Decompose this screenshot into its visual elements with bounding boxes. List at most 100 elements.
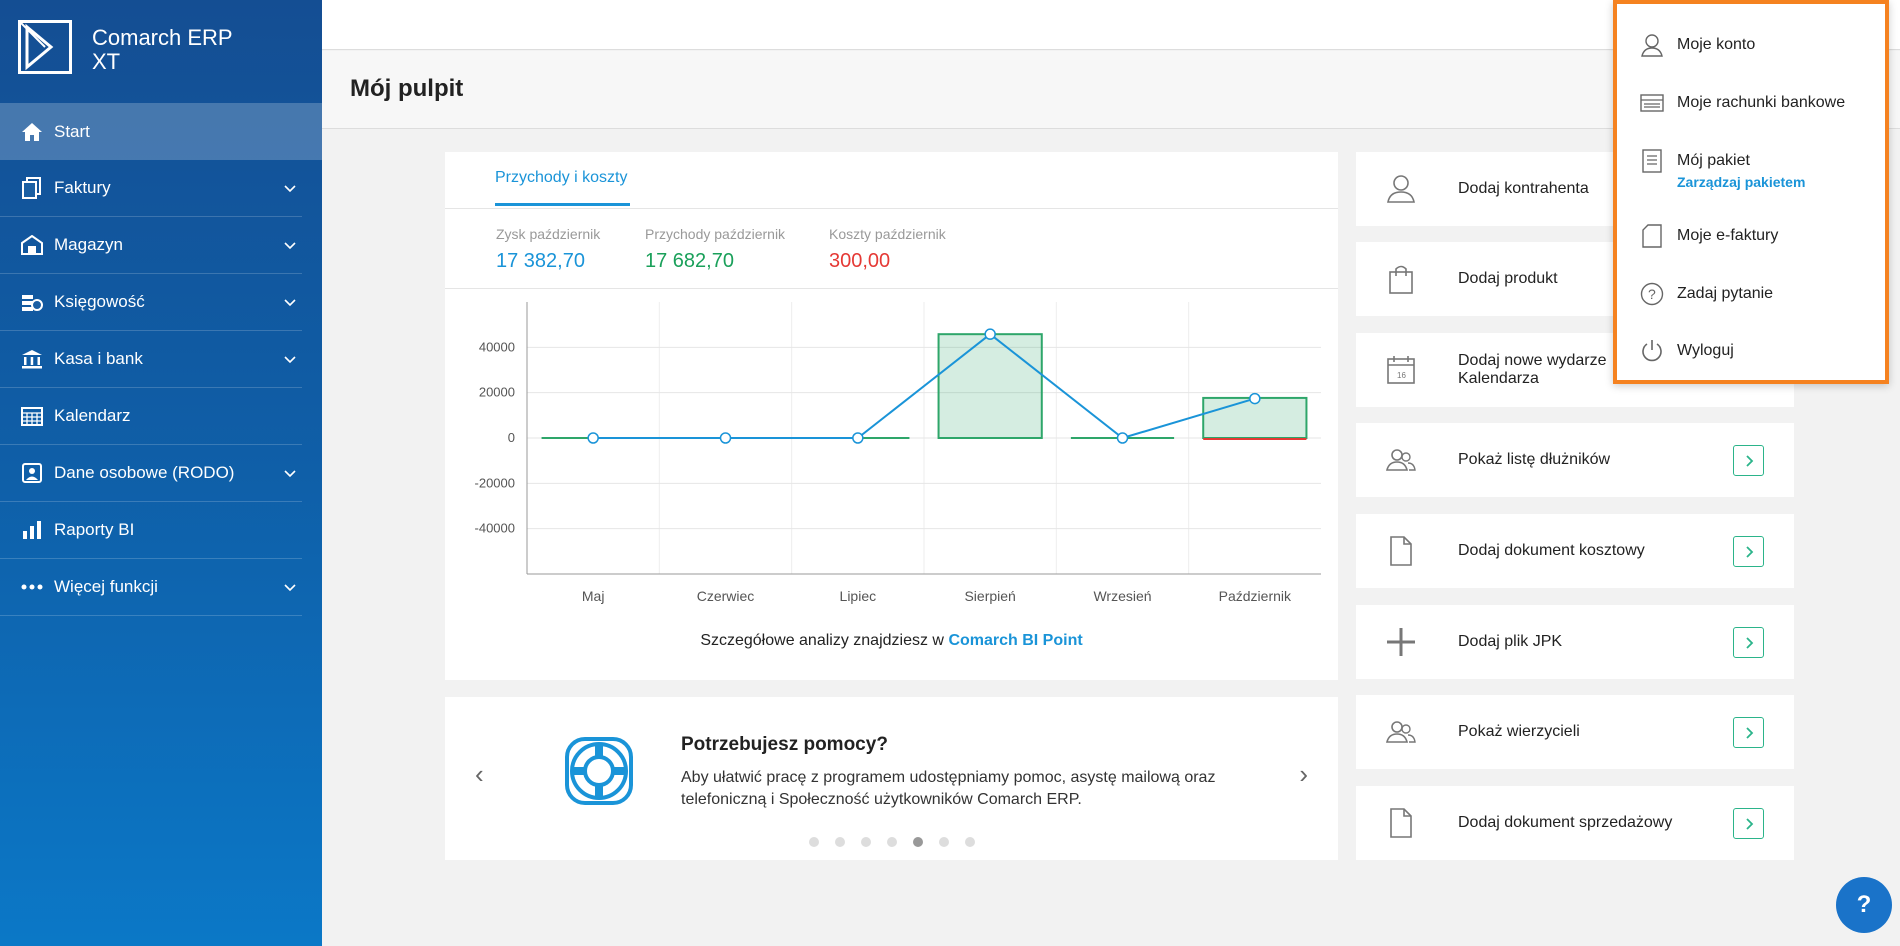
chevron-down-icon [284,242,296,250]
quick-action-label-line2: Kalendarza [1458,370,1539,387]
invoices-icon [20,176,44,200]
carousel-dot[interactable] [886,837,897,847]
plus-icon [1387,628,1415,656]
sidebar-item-raporty-bi[interactable]: Raporty BI [0,502,302,559]
menu-item-my-package[interactable]: Mój pakiet Zarządzaj pakietem [1639,148,1805,190]
sidebar-item-ksiegowosc[interactable]: Księgowość [0,274,302,331]
help-carousel: ‹ Potrzebujesz pomocy? Aby ułatwić pracę… [445,697,1338,860]
bi-note: Szczegółowe analizy znajdziesz w Comarch… [445,632,1338,650]
profit-point [1249,392,1261,405]
quick-action-label: Pokaż wierzycieli [1458,723,1580,740]
sidebar-item-kalendarz[interactable]: Kalendarz [0,388,302,445]
app-logo[interactable]: Comarch ERP XT [18,20,233,74]
sidebar-item-label: Kalendarz [54,406,131,425]
carousel-dot[interactable] [964,837,975,847]
chevron-down-icon [284,356,296,364]
warehouse-icon [20,233,44,257]
x-tick-label: Październik [1219,588,1292,604]
document-icon [1390,808,1412,838]
sidebar-item-label: Faktury [54,178,111,197]
menu-item-label: Moje rachunki bankowe [1677,94,1846,111]
calendar-icon [20,404,44,428]
power-icon [1639,338,1665,364]
chevron-right-icon[interactable] [1733,717,1764,748]
help-title: Potrzebujesz pomocy? [681,734,888,755]
quick-action-label: Pokaż listę dłużników [1458,451,1611,468]
tab-przychody-i-koszty[interactable]: Przychody i koszty [495,169,630,206]
carousel-dot[interactable] [860,837,871,847]
carousel-dot[interactable] [912,837,923,847]
chevron-right-icon[interactable] [1733,536,1764,567]
quick-action-label: Dodaj produkt [1458,270,1558,287]
svg-text:?: ? [1648,286,1656,302]
app-name-line1: Comarch ERP [92,25,233,50]
bi-point-link[interactable]: Comarch BI Point [948,632,1083,649]
carousel-dot[interactable] [834,837,845,847]
profit-point [587,432,599,444]
sidebar-item-label: Kasa i bank [54,349,143,368]
user-icon [1387,175,1415,203]
stat-label: Koszty październik [829,226,946,242]
stat-profit: Zysk październik 17 382,70 [496,226,600,273]
sidebar-item-wiecej-funkcji[interactable]: Więcej funkcji [0,559,302,616]
bar-chart-icon [20,518,44,542]
menu-item-ask-question[interactable]: ? Zadaj pytanie [1639,281,1773,307]
stats-divider [445,288,1338,289]
menu-item-label: Wyloguj [1677,342,1734,359]
sidebar-nav: Start Faktury Magazyn Księgowość [0,103,322,616]
lifebuoy-icon [563,735,635,812]
sidebar-item-label: Więcej funkcji [54,577,158,596]
chevron-right-icon[interactable] [1733,445,1764,476]
chevron-right-icon[interactable] [1733,808,1764,839]
menu-item-logout[interactable]: Wyloguj [1639,338,1734,364]
sidebar-item-kasa-i-bank[interactable]: Kasa i bank [0,331,302,388]
menu-item-label: Mój pakiet [1677,152,1750,169]
sidebar-item-label: Magazyn [54,235,123,254]
menu-item-e-invoices[interactable]: Moje e-faktury [1639,223,1778,249]
menu-item-my-account[interactable]: Moje konto [1639,32,1755,58]
tab-divider [445,208,1338,209]
chevron-right-icon[interactable] [1733,627,1764,658]
sidebar-item-label: Dane osobowe (RODO) [54,463,235,482]
chevron-down-icon [284,584,296,592]
sidebar-item-magazyn[interactable]: Magazyn [0,217,302,274]
sidebar-item-start[interactable]: Start [0,103,322,160]
quick-action-debtors[interactable]: Pokaż listę dłużników [1356,423,1794,497]
sidebar: Comarch ERP XT Start Faktury Magazyn [0,0,322,946]
quick-action-label: Dodaj dokument sprzedażowy [1458,814,1673,831]
manage-package-link[interactable]: Zarządzaj pakietem [1677,174,1806,190]
menu-item-label: Moje konto [1677,36,1756,53]
help-button[interactable]: ? [1836,877,1892,933]
sidebar-item-dane-osobowe[interactable]: Dane osobowe (RODO) [0,445,302,502]
personal-data-icon [20,461,44,485]
quick-action-label: Dodaj dokument kosztowy [1458,542,1645,559]
quick-action-add-sales-document[interactable]: Dodaj dokument sprzedażowy [1356,786,1794,860]
carousel-dot[interactable] [808,837,819,847]
y-tick-label: 20000 [479,385,515,400]
stat-value: 300,00 [829,250,891,272]
profit-point [984,328,996,340]
profit-point [852,432,864,444]
quick-action-creditors[interactable]: Pokaż wierzycieli [1356,695,1794,769]
more-icon [20,575,44,599]
menu-item-bank-accounts[interactable]: Moje rachunki bankowe [1639,90,1845,116]
chevron-down-icon [284,299,296,307]
bi-note-text: Szczegółowe analizy znajdziesz w [700,632,949,649]
quick-action-label: Dodaj kontrahenta [1458,180,1589,197]
accounting-icon [20,290,44,314]
quick-action-label-line1: Dodaj nowe wydarze [1458,352,1607,369]
user-menu: Moje konto Moje rachunki bankowe Mój pak… [1613,0,1889,384]
quick-action-label: Dodaj plik JPK [1458,633,1563,650]
help-text: Aby ułatwić pracę z programem udostępnia… [681,769,1216,808]
income-costs-chart: 40000 20000 0 -20000 -40000 Maj Czerwiec Lipiec… [475,302,1321,604]
carousel-dot[interactable] [938,837,949,847]
svg-text:16: 16 [1397,371,1406,380]
carousel-prev-button[interactable]: ‹ [475,759,484,789]
sidebar-item-faktury[interactable]: Faktury [0,160,302,217]
quick-action-add-cost-document[interactable]: Dodaj dokument kosztowy [1356,514,1794,588]
sidebar-item-label: Raporty BI [54,520,135,539]
bank-icon [20,347,44,371]
quick-action-add-jpk[interactable]: Dodaj plik JPK [1356,605,1794,679]
x-tick-label: Maj [582,588,605,604]
carousel-next-button[interactable]: › [1299,759,1308,789]
